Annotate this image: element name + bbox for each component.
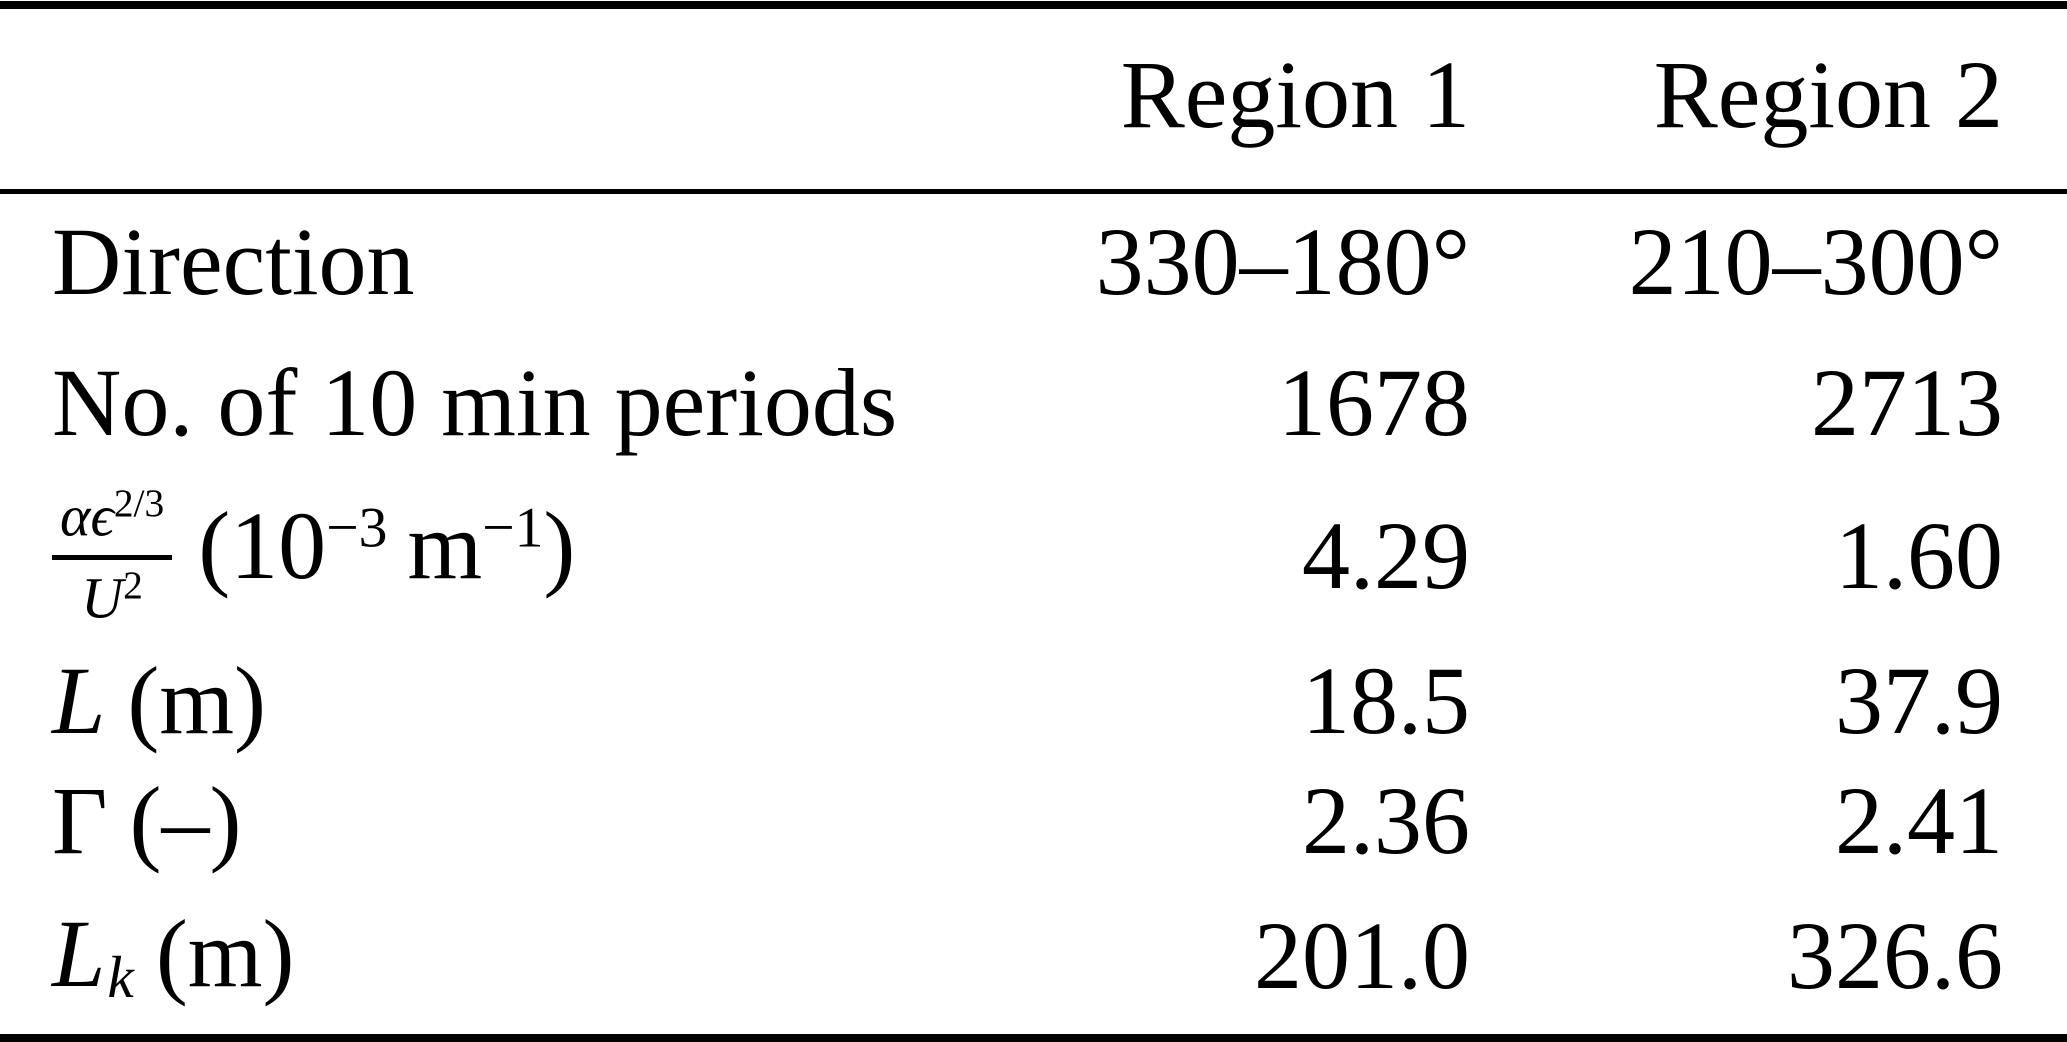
alpha-epsilon-fraction: αϵ2/3 U2 [52, 480, 173, 631]
alpha-epsilon-region1-value: 4.29 [1302, 501, 1470, 609]
L-symbol: L [52, 646, 106, 754]
unit-close: ) [543, 492, 576, 600]
table-row-gamma: Γ (–) 2.36 2.41 [0, 761, 2067, 881]
gamma-region1-value: 2.36 [1302, 766, 1470, 874]
row-label-gamma: Γ (–) [0, 761, 1000, 881]
direction-region2-value: 210–300° [1628, 208, 2003, 316]
row-label-direction: Direction [52, 208, 415, 316]
row-label-Lk: Lk (m) [0, 881, 1000, 1031]
L-unit: (m) [127, 646, 266, 754]
denominator-base: U [81, 565, 124, 631]
alpha-epsilon-units: (10−3 m−1) [198, 492, 575, 599]
Lk-region1-value: 201.0 [1254, 901, 1470, 1009]
gamma-symbol: Γ [52, 766, 108, 874]
L-region1-value: 18.5 [1302, 646, 1470, 754]
Lk-region2-value: 326.6 [1787, 901, 2003, 1009]
unit-open: (10 [198, 492, 327, 600]
gamma-unit: (–) [129, 766, 242, 874]
unit-exponent-1: −3 [326, 496, 388, 560]
direction-region1-value: 330–180° [1095, 208, 1470, 316]
numerator-base: αϵ [60, 483, 114, 549]
table-row-direction: Direction 330–180° 210–300° [0, 190, 2067, 335]
fraction-denominator: U2 [52, 560, 172, 631]
denominator-exponent: 2 [123, 562, 143, 607]
table-row-Lk: Lk (m) 201.0 326.6 [0, 881, 2067, 1031]
fraction-numerator: αϵ2/3 [52, 480, 173, 560]
gamma-region2-value: 2.41 [1835, 766, 2003, 874]
L-region2-value: 37.9 [1835, 646, 2003, 754]
Lk-unit: (m) [155, 899, 295, 1007]
table-header-rule [0, 189, 2067, 194]
table-top-rule [0, 1, 2067, 9]
header-empty-cell [0, 0, 1000, 190]
table-row-alpha-epsilon: αϵ2/3 U2 (10−3 m−1) 4.29 1.60 [0, 471, 2067, 641]
table-bottom-rule [0, 1034, 2067, 1042]
header-region2: Region 2 [1653, 40, 2003, 148]
header-row: Region 1 Region 2 [0, 0, 2067, 190]
numerator-exponent: 2/3 [113, 480, 165, 525]
header-region1: Region 1 [1120, 40, 1470, 148]
row-label-L: L (m) [0, 641, 1000, 761]
alpha-epsilon-region2-value: 1.60 [1835, 501, 2003, 609]
table-row-L: L (m) 18.5 37.9 [0, 641, 2067, 761]
unit-meter: m [407, 492, 483, 600]
Lk-symbol: L [52, 899, 106, 1007]
periods-region1-value: 1678 [1278, 348, 1470, 456]
Lk-subscript: k [107, 943, 134, 1010]
row-label-periods: No. of 10 min periods [52, 348, 898, 456]
unit-exponent-2: −1 [482, 496, 544, 560]
table-row-periods: No. of 10 min periods 1678 2713 [0, 335, 2067, 471]
row-label-alpha-epsilon: αϵ2/3 U2 (10−3 m−1) [0, 471, 1000, 641]
periods-region2-value: 2713 [1811, 348, 2003, 456]
